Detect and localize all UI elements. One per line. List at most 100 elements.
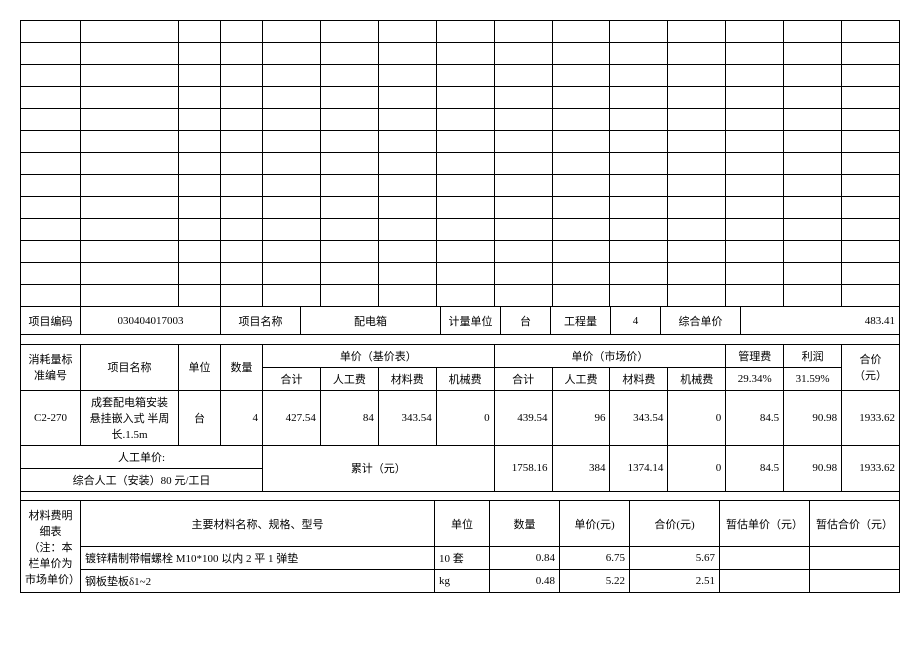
- labor-price-row-1: 人工单价: 累计（元） 1758.16 384 1374.14 0 84.5 9…: [21, 445, 900, 468]
- row-unit: 台: [179, 390, 221, 445]
- row-mkt-total: 439.54: [494, 390, 552, 445]
- base-machine: 机械费: [436, 367, 494, 390]
- material-unit: 10 套: [435, 547, 490, 570]
- row-base-labor: 84: [320, 390, 378, 445]
- row-profit: 90.98: [784, 390, 842, 445]
- material-row: 镀锌精制带帽螺栓 M10*100 以内 2 平 1 弹垫 10 套 0.84 6…: [21, 547, 900, 570]
- row-name: 成套配电箱安装 悬挂嵌入式 半周长.1.5m: [81, 390, 179, 445]
- mgmt-header: 管理费: [726, 344, 784, 367]
- empty-row: [21, 285, 900, 307]
- material-row: 钢板垫板δ1~2 kg 0.48 5.22 2.51: [21, 570, 900, 593]
- accum-t5: 84.5: [726, 445, 784, 491]
- empty-row: [21, 109, 900, 131]
- accum-t7: 1933.62: [842, 445, 900, 491]
- code-value: 030404017003: [81, 307, 221, 335]
- empty-rows-table: [20, 20, 900, 307]
- empty-row: [21, 43, 900, 65]
- labor-price-label: 人工单价:: [21, 445, 263, 468]
- empty-row: [21, 175, 900, 197]
- empty-row: [21, 197, 900, 219]
- total-header: 合价（元）: [842, 344, 900, 390]
- std-code-header: 消耗量标准编号: [21, 344, 81, 390]
- name-value: 配电箱: [301, 307, 441, 335]
- material-tmptotal-header: 暂估合价（元）: [810, 501, 900, 547]
- accum-t2: 384: [552, 445, 610, 491]
- price-label: 综合单价: [661, 307, 741, 335]
- profit-header: 利润: [784, 344, 842, 367]
- unit-value: 台: [501, 307, 551, 335]
- quantity-label: 工程量: [551, 307, 611, 335]
- row-sum: 1933.62: [842, 390, 900, 445]
- material-tmpprice: [720, 547, 810, 570]
- material-table: 材料费明细表（注：本栏单价为市场单价） 主要材料名称、规格、型号 单位 数量 单…: [20, 500, 900, 593]
- material-tmptotal: [810, 570, 900, 593]
- empty-row: [21, 241, 900, 263]
- empty-row: [21, 153, 900, 175]
- material-spec-header: 主要材料名称、规格、型号: [81, 501, 435, 547]
- mkt-machine: 机械费: [668, 367, 726, 390]
- material-price-header: 单价(元): [560, 501, 630, 547]
- market-price-header: 单价（市场价）: [494, 344, 726, 367]
- empty-row: [21, 65, 900, 87]
- accum-t3: 1374.14: [610, 445, 668, 491]
- name-label: 项目名称: [221, 307, 301, 335]
- row-mkt-material: 343.54: [610, 390, 668, 445]
- empty-row: [21, 131, 900, 153]
- material-tmpprice-header: 暂估单价（元）: [720, 501, 810, 547]
- code-label: 项目编码: [21, 307, 81, 335]
- material-price: 5.22: [560, 570, 630, 593]
- base-labor: 人工费: [320, 367, 378, 390]
- row-mkt-labor: 96: [552, 390, 610, 445]
- qty-header: 数量: [221, 344, 263, 390]
- empty-row: [21, 219, 900, 241]
- row-base-total: 427.54: [263, 390, 321, 445]
- row-code: C2-270: [21, 390, 81, 445]
- unit-label: 计量单位: [441, 307, 501, 335]
- quantity-value: 4: [611, 307, 661, 335]
- material-header-row: 材料费明细表（注：本栏单价为市场单价） 主要材料名称、规格、型号 单位 数量 单…: [21, 501, 900, 547]
- row-qty: 4: [221, 390, 263, 445]
- material-qty-header: 数量: [490, 501, 560, 547]
- item-name-header: 项目名称: [81, 344, 179, 390]
- consumption-table: 消耗量标准编号 项目名称 单位 数量 单价（基价表） 单价（市场价） 管理费 利…: [20, 344, 900, 492]
- unit-header: 单位: [179, 344, 221, 390]
- material-qty: 0.48: [490, 570, 560, 593]
- row-base-material: 343.54: [378, 390, 436, 445]
- material-title: 材料费明细表（注：本栏单价为市场单价）: [21, 501, 81, 593]
- material-total: 5.67: [630, 547, 720, 570]
- material-name: 镀锌精制带帽螺栓 M10*100 以内 2 平 1 弹垫: [81, 547, 435, 570]
- material-total-header: 合价(元): [630, 501, 720, 547]
- empty-row: [21, 21, 900, 43]
- project-header-table: 项目编码 030404017003 项目名称 配电箱 计量单位 台 工程量 4 …: [20, 306, 900, 335]
- row-mgmt: 84.5: [726, 390, 784, 445]
- material-price: 6.75: [560, 547, 630, 570]
- accum-t6: 90.98: [784, 445, 842, 491]
- base-subtotal: 合计: [263, 367, 321, 390]
- material-qty: 0.84: [490, 547, 560, 570]
- price-value: 483.41: [741, 307, 900, 335]
- row-base-machine: 0: [436, 390, 494, 445]
- mgmt-pct: 29.34%: [726, 367, 784, 390]
- base-material: 材料费: [378, 367, 436, 390]
- material-tmpprice: [720, 570, 810, 593]
- mkt-material: 材料费: [610, 367, 668, 390]
- mkt-labor: 人工费: [552, 367, 610, 390]
- material-tmptotal: [810, 547, 900, 570]
- mkt-subtotal: 合计: [494, 367, 552, 390]
- empty-row: [21, 87, 900, 109]
- project-info-row: 项目编码 030404017003 项目名称 配电箱 计量单位 台 工程量 4 …: [21, 307, 900, 335]
- consumption-header-1: 消耗量标准编号 项目名称 单位 数量 单价（基价表） 单价（市场价） 管理费 利…: [21, 344, 900, 367]
- base-price-header: 单价（基价表）: [263, 344, 495, 367]
- labor-price-detail: 综合人工（安装）80 元/工日: [21, 468, 263, 491]
- accum-t1: 1758.16: [494, 445, 552, 491]
- profit-pct: 31.59%: [784, 367, 842, 390]
- consumption-data-row: C2-270 成套配电箱安装 悬挂嵌入式 半周长.1.5m 台 4 427.54…: [21, 390, 900, 445]
- accum-t4: 0: [668, 445, 726, 491]
- material-name: 钢板垫板δ1~2: [81, 570, 435, 593]
- empty-row: [21, 263, 900, 285]
- accum-label: 累计（元）: [263, 445, 495, 491]
- material-unit-header: 单位: [435, 501, 490, 547]
- material-unit: kg: [435, 570, 490, 593]
- row-mkt-machine: 0: [668, 390, 726, 445]
- material-total: 2.51: [630, 570, 720, 593]
